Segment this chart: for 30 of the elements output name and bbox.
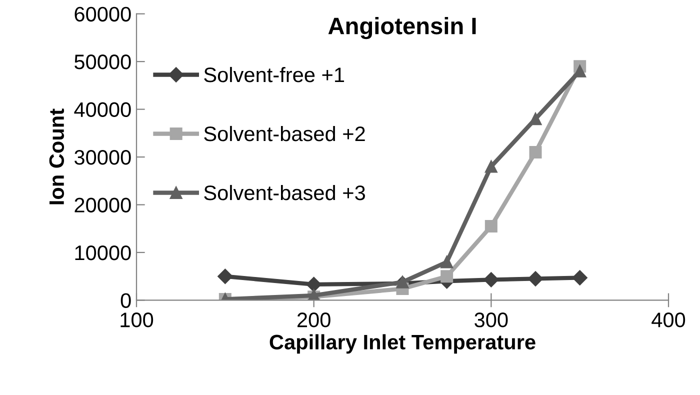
x-tick-label: 100 [120,312,154,328]
point [306,276,322,292]
point [574,64,586,78]
y-axis-title: Ion Count [49,108,64,204]
y-tick-label: 0 [120,293,131,308]
y-tick-label: 60000 [74,6,131,22]
y-tick-label: 50000 [74,54,131,70]
x-axis-title: Capillary Inlet Temperature [270,334,536,354]
point [484,272,499,288]
point [572,270,588,286]
legend-label: Solvent-free +1 [204,66,344,82]
x-tick-label: 400 [652,312,686,328]
y-tick-label: 40000 [74,102,131,118]
legend-label: Solvent-based +2 [204,126,365,142]
x-tick-label: 300 [474,312,508,328]
point [440,270,454,283]
point [484,220,498,232]
y-tick-label: 20000 [74,198,131,212]
point [440,256,454,268]
point [396,276,409,288]
chart-title: Angiotensin I [328,17,476,40]
legend-label: Solvent-based +3 [204,184,365,200]
y-tick-label: 10000 [75,245,131,260]
y-tick-label: 30000 [74,150,131,165]
x-tick-label: 200 [298,312,330,328]
point [529,112,542,126]
point [218,268,233,284]
point [529,146,542,158]
point [528,271,544,286]
point [484,160,498,173]
